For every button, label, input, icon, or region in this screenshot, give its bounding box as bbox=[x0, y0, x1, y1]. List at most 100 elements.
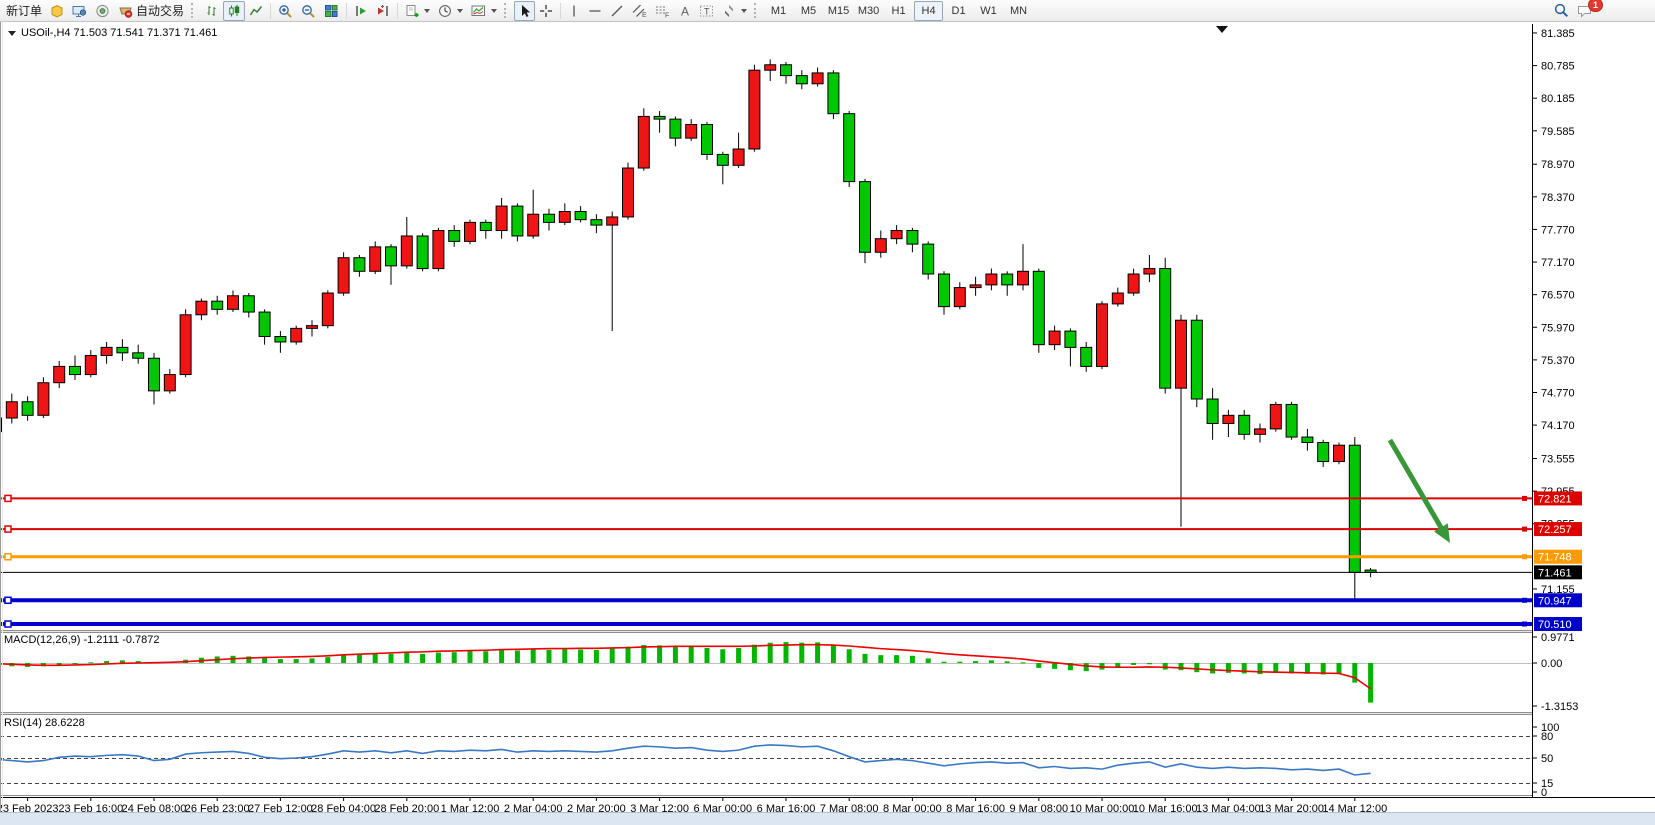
candle-body bbox=[527, 213, 540, 237]
periodicity-dropdown[interactable] bbox=[434, 1, 467, 21]
auto-trading-icon bbox=[118, 4, 133, 18]
templates-dropdown[interactable] bbox=[467, 1, 501, 21]
macd-bar bbox=[1241, 663, 1247, 674]
chart-bars-icon[interactable] bbox=[201, 1, 223, 21]
macd-bar bbox=[356, 653, 362, 663]
candle-body bbox=[843, 113, 856, 183]
hline-handle[interactable] bbox=[1522, 621, 1527, 627]
timeframe-button-w1[interactable]: W1 bbox=[980, 4, 997, 17]
horizontal-line-tool-icon[interactable] bbox=[584, 1, 606, 21]
hline-handle[interactable] bbox=[4, 620, 12, 628]
pane-separators[interactable] bbox=[0, 630, 1655, 796]
macd-bar bbox=[957, 661, 963, 663]
macd-bar bbox=[1210, 663, 1216, 674]
price-tag-label: 70.947 bbox=[1538, 595, 1572, 607]
auto-scroll-icon[interactable] bbox=[350, 1, 372, 21]
hline-handle[interactable] bbox=[4, 494, 12, 503]
timeframe-button-m5[interactable]: M5 bbox=[800, 4, 817, 17]
market-watch-icon[interactable] bbox=[46, 1, 68, 21]
macd-bar bbox=[767, 642, 773, 663]
chart-line-icon[interactable] bbox=[245, 1, 267, 21]
text-tool-icon[interactable]: A bbox=[674, 1, 695, 21]
candle-body bbox=[69, 365, 81, 376]
price-tick-label: 81.385 bbox=[1541, 28, 1575, 40]
timeframe-button-mn[interactable]: MN bbox=[1009, 4, 1028, 17]
time-tick-label: 2 Mar 04:00 bbox=[504, 803, 563, 812]
candle-body bbox=[1032, 270, 1045, 346]
macd-bar bbox=[593, 649, 599, 663]
candle-body bbox=[1238, 414, 1251, 435]
terminal-panel-icon[interactable] bbox=[68, 1, 91, 21]
cursor-tool-icon[interactable] bbox=[514, 0, 536, 21]
macd-bar bbox=[56, 663, 62, 665]
timeframe-button-h4[interactable]: H4 bbox=[914, 0, 944, 21]
horizontal-lines[interactable] bbox=[0, 494, 1532, 628]
time-tick-label: 24 Feb 08:00 bbox=[122, 803, 187, 812]
candle-body bbox=[795, 75, 808, 85]
search-icon[interactable] bbox=[1550, 1, 1573, 21]
macd-bar bbox=[1273, 663, 1279, 673]
chart-area[interactable]: 81.385 80.785 80.185 79.585 78.970 78.370 77.7… bbox=[0, 22, 1655, 812]
crosshair-tool-icon[interactable] bbox=[535, 1, 557, 21]
timeframe-button-m30[interactable]: M30 bbox=[857, 4, 880, 17]
candle-body bbox=[827, 72, 840, 115]
macd-bar bbox=[1257, 663, 1263, 675]
candle-body bbox=[1001, 273, 1014, 286]
candle-body bbox=[242, 295, 255, 313]
time-tick-label: 3 Mar 12:00 bbox=[630, 803, 689, 812]
price-tick-label: 74.770 bbox=[1541, 387, 1575, 399]
price-tick-label: 75.970 bbox=[1541, 322, 1575, 334]
notifications-chat-icon[interactable]: 1 bbox=[1573, 0, 1603, 21]
channel-tool-icon[interactable]: E bbox=[628, 1, 651, 21]
macd-bar bbox=[1289, 663, 1295, 674]
time-tick-label: 13 Mar 20:00 bbox=[1259, 803, 1324, 812]
trend-arrow[interactable] bbox=[1387, 438, 1450, 543]
new-order-button[interactable]: 新订单 bbox=[2, 1, 46, 21]
candle-body bbox=[400, 235, 413, 267]
hline-handle[interactable] bbox=[1522, 597, 1527, 603]
auto-trading-button[interactable]: 自动交易 bbox=[114, 1, 188, 21]
hline-handle[interactable] bbox=[4, 596, 12, 605]
hline-handle[interactable] bbox=[1522, 526, 1527, 532]
arrows-tool-dropdown[interactable] bbox=[718, 1, 751, 21]
vertical-line-tool-icon[interactable] bbox=[564, 1, 584, 21]
chevron-down-icon bbox=[457, 8, 464, 13]
chart-candles-icon[interactable] bbox=[223, 0, 246, 21]
hline-handle[interactable] bbox=[1522, 554, 1527, 560]
timeframe-button-m1[interactable]: M1 bbox=[770, 4, 787, 17]
zoom-out-icon[interactable] bbox=[297, 1, 320, 21]
timeframe-button-d1[interactable]: D1 bbox=[951, 4, 966, 17]
candle-body bbox=[558, 211, 571, 223]
trendline-tool-icon[interactable] bbox=[606, 1, 628, 21]
sound-signal-icon[interactable] bbox=[91, 1, 114, 21]
chart-shift-icon[interactable] bbox=[372, 1, 394, 21]
candle-body bbox=[606, 216, 619, 226]
price-tick-label: 71.155 bbox=[1541, 584, 1575, 596]
time-tick-label: 6 Mar 16:00 bbox=[757, 803, 816, 812]
candle-body bbox=[432, 230, 445, 270]
chart-shift-marker-icon[interactable] bbox=[1216, 26, 1228, 33]
fibonacci-tool-icon[interactable]: F bbox=[651, 1, 674, 21]
price-axis[interactable]: 81.385 80.785 80.185 79.585 78.970 78.370 77.7… bbox=[1532, 22, 1655, 799]
candle-body bbox=[1111, 292, 1124, 305]
timeframe-button-h1[interactable]: H1 bbox=[891, 4, 906, 17]
macd-bar bbox=[1052, 663, 1058, 669]
text-label-tool-icon[interactable]: T bbox=[695, 1, 718, 21]
chart-symbol-dropdown-icon[interactable] bbox=[8, 30, 16, 36]
candle-body bbox=[448, 230, 461, 242]
macd-bar bbox=[1083, 663, 1089, 672]
macd-bar bbox=[751, 644, 757, 663]
macd-bar bbox=[609, 648, 615, 663]
hline-handle[interactable] bbox=[4, 552, 12, 561]
hline-handle[interactable] bbox=[4, 525, 12, 533]
macd-bar bbox=[467, 651, 473, 663]
price-tick-label: 80.785 bbox=[1541, 61, 1575, 73]
tile-windows-icon[interactable] bbox=[320, 1, 343, 21]
timeframe-button-m15[interactable]: M15 bbox=[827, 4, 850, 17]
chart-canvas[interactable]: 81.385 80.785 80.185 79.585 78.970 78.370 77.7… bbox=[0, 22, 1655, 812]
new-chart-dropdown[interactable] bbox=[401, 1, 434, 21]
hline-handle[interactable] bbox=[1522, 495, 1527, 501]
zoom-in-icon[interactable] bbox=[274, 1, 297, 21]
macd-bar bbox=[1368, 663, 1374, 703]
